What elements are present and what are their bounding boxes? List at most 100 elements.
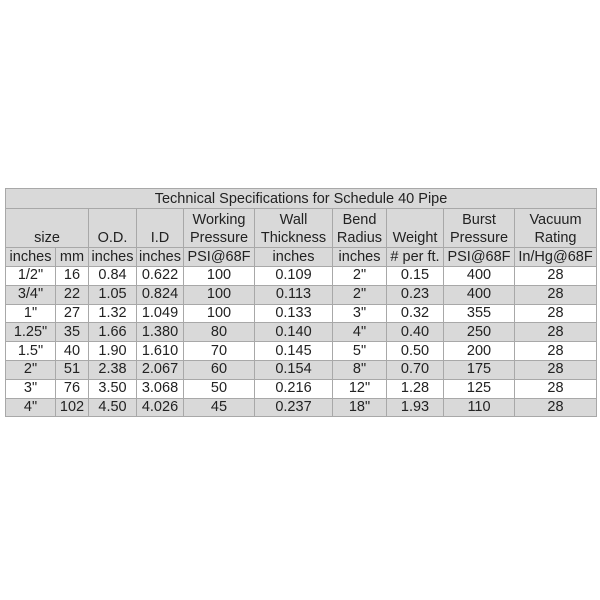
unit-header: # per ft. xyxy=(386,247,444,267)
table-cell: 2.38 xyxy=(88,359,137,380)
table-cell: 1.28 xyxy=(386,378,444,399)
table-cell: 0.145 xyxy=(254,341,333,361)
unit-header: mm xyxy=(55,247,89,267)
table-cell: 0.50 xyxy=(386,341,444,361)
table-cell: 100 xyxy=(183,266,255,286)
table-cell: 28 xyxy=(514,303,597,324)
column-header: I.D xyxy=(136,208,184,248)
table-cell: 8" xyxy=(332,359,387,380)
table-cell: 35 xyxy=(55,322,89,343)
table-cell: 0.133 xyxy=(254,303,333,324)
table-cell: 0.32 xyxy=(386,303,444,324)
table-cell: 2" xyxy=(332,266,387,286)
table-cell: 400 xyxy=(443,284,515,305)
table-cell: 0.154 xyxy=(254,359,333,380)
table-cell: 51 xyxy=(55,359,89,380)
table-cell: 28 xyxy=(514,322,597,343)
table-cell: 110 xyxy=(443,397,515,418)
column-header: size xyxy=(5,208,89,248)
table-cell: 28 xyxy=(514,266,597,286)
table-cell: 5" xyxy=(332,341,387,361)
table-row: 1.5" 40 1.90 1.610 70 0.145 5" 0.50 200 28 xyxy=(5,341,597,361)
table-cell: 28 xyxy=(514,284,597,305)
table-cell: 0.113 xyxy=(254,284,333,305)
table-cell: 76 xyxy=(55,378,89,399)
column-header: O.D. xyxy=(88,208,137,248)
table-cell: 355 xyxy=(443,303,515,324)
table-row: 3/4" 22 1.05 0.824 100 0.113 2" 0.23 400 28 xyxy=(5,284,597,305)
table-cell: 1.610 xyxy=(136,341,184,361)
table-cell: 0.216 xyxy=(254,378,333,399)
table-cell: 45 xyxy=(183,397,255,418)
table-cell: 0.237 xyxy=(254,397,333,418)
column-header: Wall Thickness xyxy=(254,208,333,248)
table-row: 1" 27 1.32 1.049 100 0.133 3" 0.32 355 28 xyxy=(5,303,597,324)
table-cell: 0.109 xyxy=(254,266,333,286)
table-cell: 0.140 xyxy=(254,322,333,343)
table-cell: 4.50 xyxy=(88,397,137,418)
table-cell: 16 xyxy=(55,266,89,286)
table-cell: 125 xyxy=(443,378,515,399)
column-header: Vacuum Rating xyxy=(514,208,597,248)
table-cell: 4.026 xyxy=(136,397,184,418)
table-cell: 1.5" xyxy=(5,341,56,361)
table-cell: 1" xyxy=(5,303,56,324)
table-cell: 1.66 xyxy=(88,322,137,343)
table-cell: 100 xyxy=(183,284,255,305)
table-cell: 250 xyxy=(443,322,515,343)
table-cell: 28 xyxy=(514,341,597,361)
table-cell: 100 xyxy=(183,303,255,324)
table-cell: 3.068 xyxy=(136,378,184,399)
unit-header: inches xyxy=(254,247,333,267)
column-header: Working Pressure xyxy=(183,208,255,248)
column-header: Bend Radius xyxy=(332,208,387,248)
table-cell: 3/4" xyxy=(5,284,56,305)
table-cell: 50 xyxy=(183,378,255,399)
table-cell: 28 xyxy=(514,397,597,418)
table-cell: 70 xyxy=(183,341,255,361)
table-cell: 4" xyxy=(332,322,387,343)
table-cell: 80 xyxy=(183,322,255,343)
table-cell: 60 xyxy=(183,359,255,380)
table-row: 2" 51 2.38 2.067 60 0.154 8" 0.70 175 28 xyxy=(5,359,597,380)
table-cell: 28 xyxy=(514,359,597,380)
table-cell: 1/2" xyxy=(5,266,56,286)
table-row: 1.25" 35 1.66 1.380 80 0.140 4" 0.40 250 28 xyxy=(5,322,597,343)
table-cell: 2" xyxy=(332,284,387,305)
table-cell: 0.622 xyxy=(136,266,184,286)
table-cell: 2.067 xyxy=(136,359,184,380)
column-header-row: size O.D. I.D Working Pressure Wall Thicknes… xyxy=(5,208,597,248)
table-cell: 12" xyxy=(332,378,387,399)
column-header: Weight xyxy=(386,208,444,248)
unit-header: inches xyxy=(5,247,56,267)
table-cell: 1.25" xyxy=(5,322,56,343)
table-cell: 1.90 xyxy=(88,341,137,361)
unit-header: inches xyxy=(88,247,137,267)
table-cell: 0.23 xyxy=(386,284,444,305)
table-row: 3" 76 3.50 3.068 50 0.216 12" 1.28 125 28 xyxy=(5,378,597,399)
table-row: 1/2" 16 0.84 0.622 100 0.109 2" 0.15 400 28 xyxy=(5,266,597,286)
table-cell: 1.05 xyxy=(88,284,137,305)
table-cell: 2" xyxy=(5,359,56,380)
table-cell: 4" xyxy=(5,397,56,418)
table-cell: 28 xyxy=(514,378,597,399)
table-cell: 27 xyxy=(55,303,89,324)
table-cell: 400 xyxy=(443,266,515,286)
table-cell: 3.50 xyxy=(88,378,137,399)
table-cell: 1.049 xyxy=(136,303,184,324)
table-title: Technical Specifications for Schedule 40… xyxy=(5,188,597,209)
table-cell: 0.15 xyxy=(386,266,444,286)
table-cell: 3" xyxy=(5,378,56,399)
table-cell: 200 xyxy=(443,341,515,361)
unit-header: PSI@68F xyxy=(183,247,255,267)
table-cell: 102 xyxy=(55,397,89,418)
column-header: Burst Pressure xyxy=(443,208,515,248)
unit-header: PSI@68F xyxy=(443,247,515,267)
table-cell: 1.32 xyxy=(88,303,137,324)
unit-header: In/Hg@68F xyxy=(514,247,597,267)
table-cell: 0.40 xyxy=(386,322,444,343)
table-cell: 40 xyxy=(55,341,89,361)
table-row: 4" 102 4.50 4.026 45 0.237 18" 1.93 110 28 xyxy=(5,397,597,418)
table-cell: 0.824 xyxy=(136,284,184,305)
table-cell: 1.380 xyxy=(136,322,184,343)
